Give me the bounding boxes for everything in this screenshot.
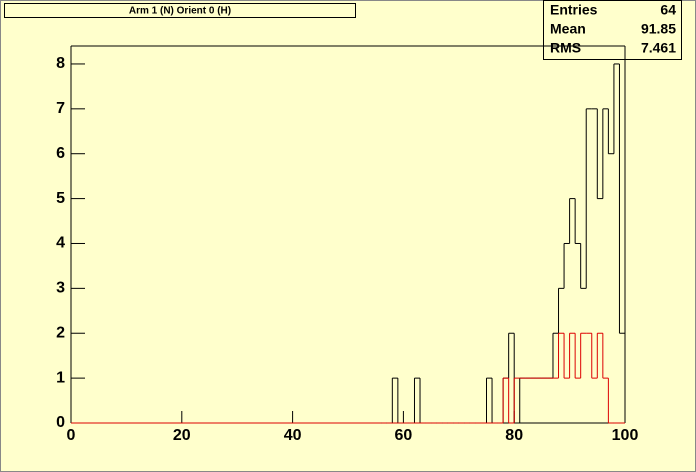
title-box (4, 3, 356, 18)
y-tick-label: 1 (56, 369, 65, 386)
stats-value: 7.461 (641, 40, 676, 56)
x-tick-label: 0 (67, 427, 76, 444)
stats-value: 91.85 (641, 21, 676, 37)
y-tick-label: 7 (56, 100, 65, 117)
y-tick-label: 2 (56, 324, 65, 341)
y-tick-label: 3 (56, 280, 65, 297)
y-tick-label: 5 (56, 190, 65, 207)
x-tick-label: 80 (505, 427, 523, 444)
y-tick-label: 0 (56, 414, 65, 431)
y-tick-label: 6 (56, 145, 65, 162)
stats-value: 64 (660, 2, 676, 18)
stats-box (543, 0, 682, 60)
stats-label: RMS (550, 40, 581, 56)
x-tick-label: 20 (173, 427, 191, 444)
x-tick-label: 40 (284, 427, 302, 444)
x-tick-label: 100 (612, 427, 639, 444)
y-tick-label: 4 (56, 235, 65, 252)
y-tick-label: 8 (56, 55, 65, 72)
chart-title: Arm 1 (N) Orient 0 (H) (129, 6, 231, 17)
stats-label: Mean (550, 21, 586, 37)
x-tick-label: 60 (395, 427, 413, 444)
stats-label: Entries (550, 2, 598, 18)
